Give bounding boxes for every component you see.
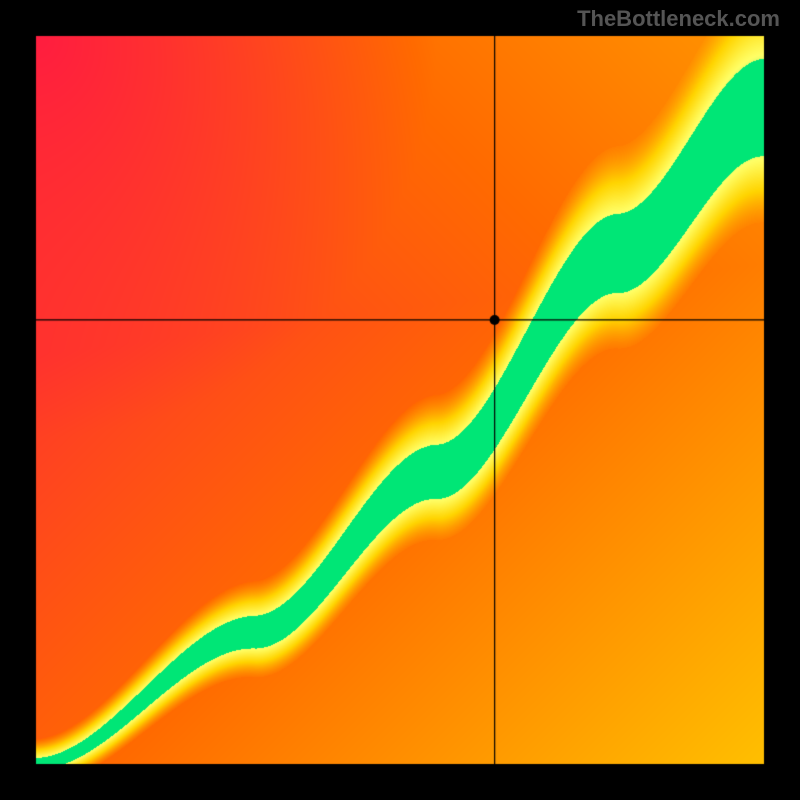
chart-container: TheBottleneck.com [0,0,800,800]
watermark-text: TheBottleneck.com [577,6,780,32]
bottleneck-heatmap [0,0,800,800]
